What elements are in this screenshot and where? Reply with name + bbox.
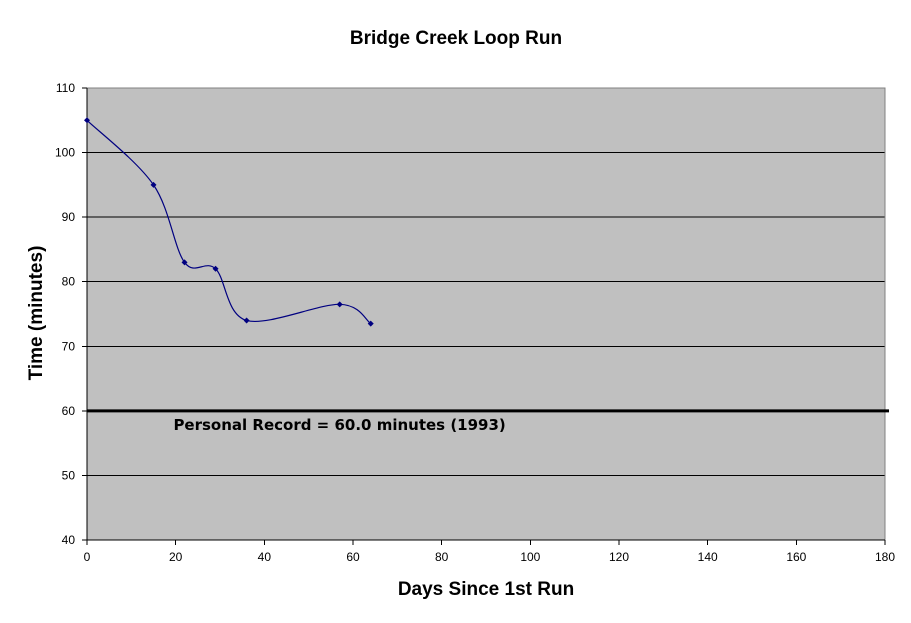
chart-title: Bridge Creek Loop Run (350, 28, 562, 49)
personal-record-label: Personal Record = 60.0 minutes (1993) (173, 416, 505, 434)
data-point (150, 181, 157, 188)
x-tick-label: 0 (84, 550, 91, 564)
data-point (243, 317, 250, 324)
y-tick-label: 110 (56, 81, 75, 95)
y-tick-label: 100 (55, 146, 75, 160)
data-point (336, 301, 343, 308)
x-tick-label: 100 (520, 550, 540, 564)
y-tick-label: 50 (62, 468, 76, 482)
y-tick-label: 80 (62, 275, 76, 289)
data-point (367, 320, 374, 327)
x-tick-label: 60 (346, 550, 360, 564)
x-tick-label: 160 (786, 550, 806, 564)
y-tick-label: 60 (62, 404, 76, 418)
x-tick-label: 120 (609, 550, 629, 564)
y-tick-label: 90 (62, 210, 76, 224)
y-axis-label: Time (minutes) (26, 246, 47, 381)
x-tick-label: 40 (258, 550, 272, 564)
y-tick-label: 40 (62, 533, 76, 547)
y-tick-label: 70 (62, 339, 76, 353)
data-point (212, 265, 219, 272)
data-point (181, 259, 188, 266)
x-axis-label: Days Since 1st Run (398, 579, 574, 600)
x-tick-label: 20 (169, 550, 183, 564)
plot-area: 40 50 60 70 80 90 100 110 0 20 40 60 80 100 120 140 160 1… (55, 81, 895, 564)
data-point (84, 117, 90, 124)
x-tick-label: 180 (875, 550, 895, 564)
x-tick-label: 80 (435, 550, 449, 564)
x-tick-label: 140 (698, 550, 718, 564)
plot-background (87, 88, 885, 540)
